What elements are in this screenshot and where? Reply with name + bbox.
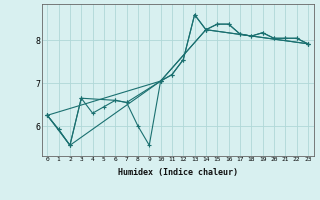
X-axis label: Humidex (Indice chaleur): Humidex (Indice chaleur)	[118, 168, 237, 177]
